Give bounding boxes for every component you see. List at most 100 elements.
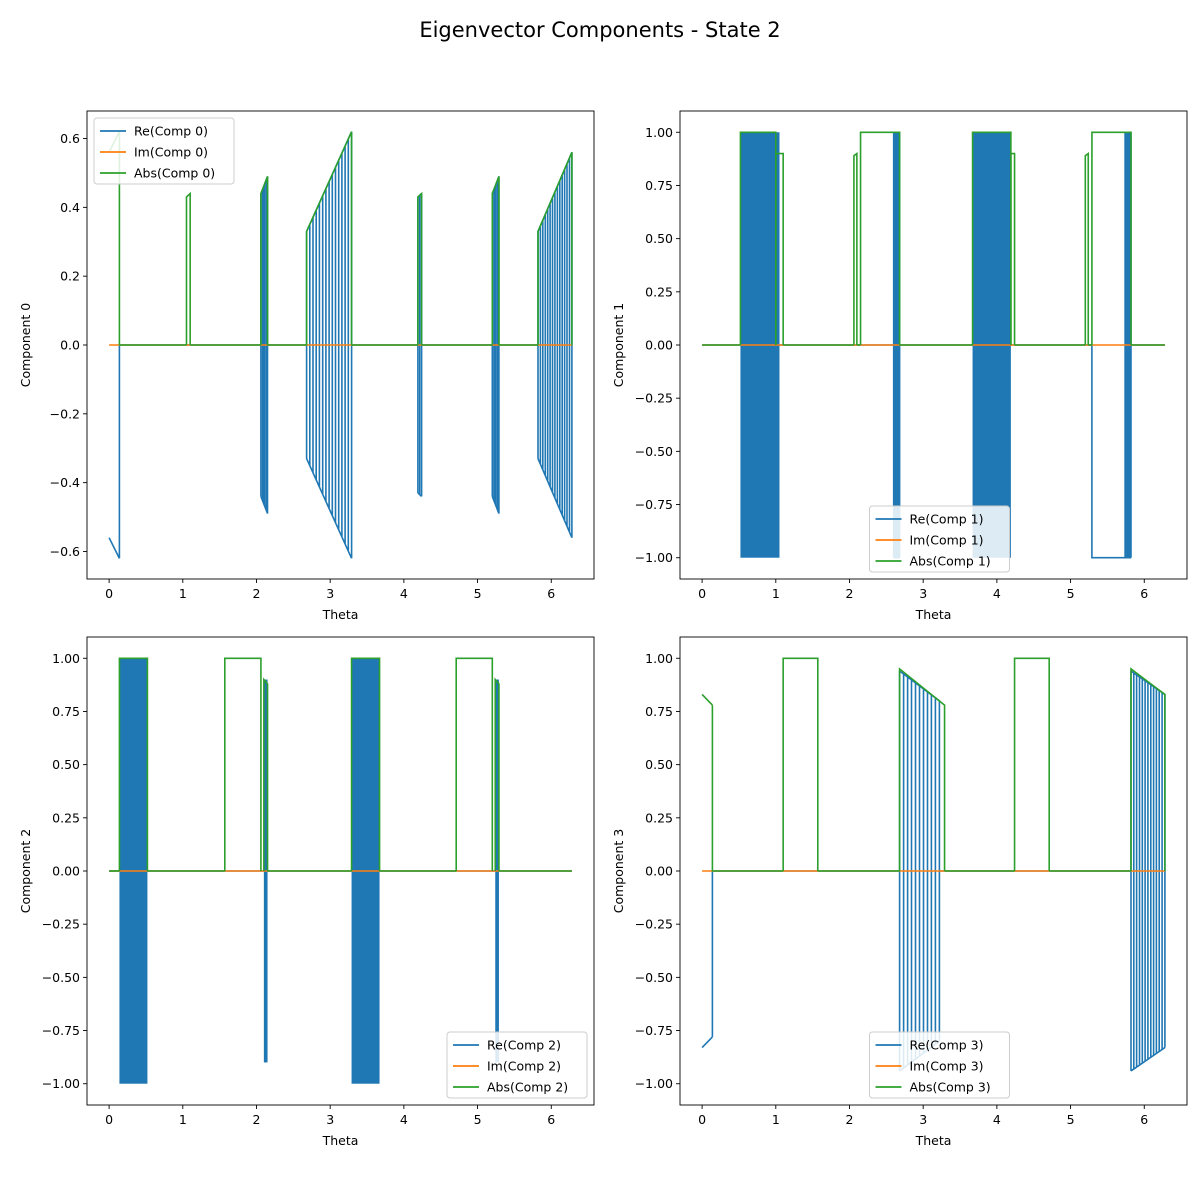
legend: Re(Comp 3) Im(Comp 3) Abs(Comp 3) [869,1031,1010,1099]
y-axis-label: Component 0 [18,303,33,388]
y-tick-label: −0.75 [42,1023,80,1038]
legend-label: Im(Comp 2) [487,1059,561,1074]
y-tick-label: −1.00 [635,550,673,565]
legend-label: Re(Comp 2) [487,1038,561,1053]
y-tick-label: 0.50 [52,757,80,772]
x-tick-label: 1 [772,586,780,601]
y-tick-label: −0.75 [635,1023,673,1038]
series-pulse [774,152,784,345]
y-tick-label: 0.2 [60,269,80,284]
series-line [1091,345,1128,559]
series-pulse [1013,657,1050,871]
y-tick-label: −0.4 [50,475,80,490]
y-tick-label: 1.00 [645,651,673,666]
legend-label: Abs(Comp 0) [134,166,215,181]
subplot-3: 0 1 2 3 4 5 6 −1.00 −0.75 −0.50 −0.25 0.00 0.25 0.50 0… [611,636,1188,1148]
legend: Re(Comp 2) Im(Comp 2) Abs(Comp 2) [446,1031,588,1099]
y-tick-label: −0.2 [50,406,80,421]
series-Abs(Comp 2) [109,657,572,872]
y-tick-label: −1.00 [635,1076,673,1091]
legend-box [869,505,1010,573]
x-tick-label: 1 [179,586,187,601]
series-pulse [782,657,819,871]
x-tick-label: 6 [1140,1112,1148,1127]
y-tick-label: 0.00 [645,338,673,353]
y-tick-label: 0.75 [645,178,673,193]
series-pulse [118,657,149,871]
legend-label: Abs(Comp 2) [487,1080,568,1095]
series-pulse [537,151,573,345]
series-pulse [455,657,494,871]
x-tick-label: 2 [253,1112,261,1127]
subplot-2: 0 1 2 3 4 5 6 −1.00 −0.75 −0.50 −0.25 0.00 0.25 0.50 0… [18,636,595,1148]
x-tick-label: 5 [1067,586,1075,601]
x-tick-label: 4 [993,1112,1001,1127]
x-axis-label: Theta [322,1133,359,1148]
x-tick-label: 3 [326,1112,334,1127]
legend: Re(Comp 1) Im(Comp 1) Abs(Comp 1) [869,505,1010,573]
series-line [108,537,121,559]
y-axis-label: Component 1 [611,303,626,388]
legend-box [869,1031,1010,1099]
legend: Re(Comp 0) Im(Comp 0) Abs(Comp 0) [93,117,235,185]
x-tick-label: 2 [846,1112,854,1127]
x-tick-label: 6 [547,1112,555,1127]
x-tick-label: 3 [919,1112,927,1127]
x-tick-label: 0 [105,586,113,601]
y-tick-label: 0.75 [645,704,673,719]
x-axis-label: Theta [915,1133,952,1148]
y-axis-label: Component 3 [611,829,626,914]
x-tick-label: 6 [1140,586,1148,601]
y-tick-label: −0.6 [50,544,80,559]
series-pulse [1010,152,1016,345]
series-pulse [494,677,500,871]
legend-label: Im(Comp 3) [910,1059,984,1074]
x-tick-label: 1 [179,1112,187,1127]
y-tick-label: 1.00 [52,651,80,666]
y-tick-label: −0.50 [635,970,673,985]
y-tick-label: −0.25 [635,391,673,406]
legend-label: Abs(Comp 3) [910,1080,991,1095]
plot-area [702,131,1165,559]
x-tick-label: 1 [772,1112,780,1127]
y-tick-label: 1.00 [645,125,673,140]
x-tick-label: 0 [698,1112,706,1127]
x-tick-label: 6 [547,586,555,601]
series-pulse [1091,131,1132,345]
y-tick-label: 0.0 [60,338,80,353]
y-tick-label: −0.25 [635,917,673,932]
subplot-1: 0 1 2 3 4 5 6 −1.00 −0.75 −0.50 −0.25 0.00 0.25 0.50 0… [611,110,1188,622]
series-line [701,1036,713,1049]
y-tick-label: 0.25 [645,284,673,299]
legend-box [93,117,235,185]
y-tick-label: 0.6 [60,131,80,146]
x-tick-label: 4 [400,1112,408,1127]
y-axis-label: Component 2 [18,829,33,914]
x-tick-label: 5 [1067,1112,1075,1127]
plot-area [701,657,1166,1072]
x-tick-label: 4 [993,586,1001,601]
x-tick-label: 3 [326,586,334,601]
y-tick-label: −0.50 [635,444,673,459]
series-pulse [260,176,269,345]
x-tick-label: 5 [474,586,482,601]
series-Abs(Comp 3) [701,657,1166,872]
legend-label: Im(Comp 0) [134,145,208,160]
legend-label: Re(Comp 0) [134,124,208,139]
series-pulse [185,191,191,345]
y-tick-label: −0.75 [635,497,673,512]
series-pulse [1084,151,1090,345]
plot-area [108,131,573,559]
series-pulse [305,131,353,345]
legend-label: Im(Comp 1) [910,533,984,548]
y-tick-label: −1.00 [42,1076,80,1091]
x-tick-label: 0 [105,1112,113,1127]
y-tick-label: 0.25 [52,810,80,825]
legend-box [446,1031,588,1099]
series-pulse [417,191,423,345]
y-tick-label: 0.00 [52,864,80,879]
series-pulse [859,131,901,345]
x-tick-label: 3 [919,586,927,601]
